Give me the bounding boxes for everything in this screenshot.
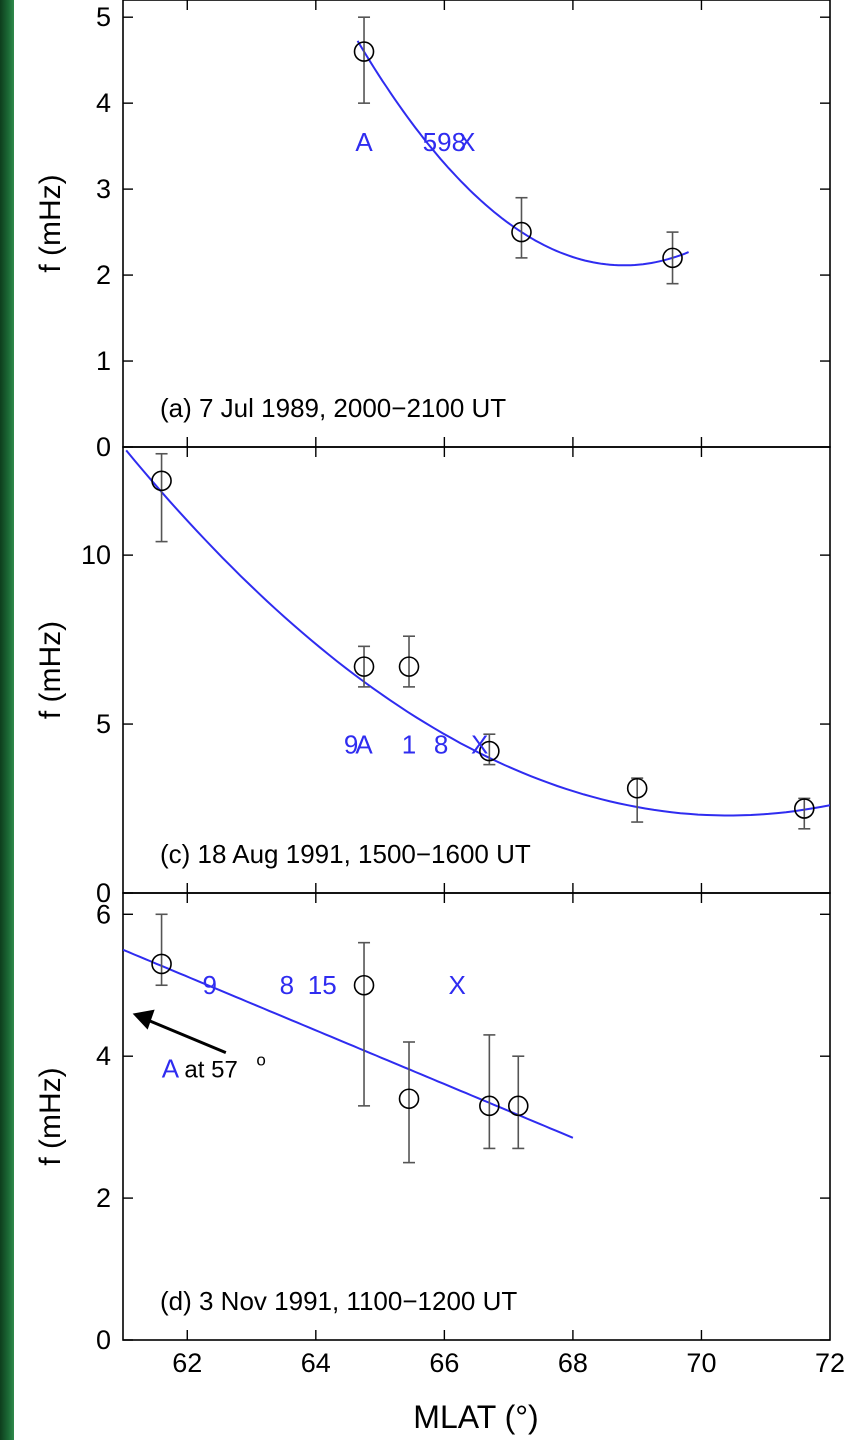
y-axis-label: f (mHz): [34, 621, 67, 719]
fit-curve: [356, 40, 689, 267]
x-tick-label: 64: [301, 1348, 331, 1378]
y-tick-label: 10: [81, 540, 111, 570]
station-label: 9: [203, 970, 217, 1000]
y-tick-label: 0: [96, 432, 111, 462]
data-point: [511, 221, 532, 243]
annotation-degree: o: [256, 1050, 265, 1069]
panel-2: 0 5 10 f (mHz) 9A 1 8 X (c) 18 Aug 1991, 1500−16…: [34, 446, 831, 908]
station-label: 1: [402, 729, 416, 759]
annotation-arrow-head: [132, 1009, 155, 1030]
axes-box: [122, 0, 831, 448]
y-axis-label: f (mHz): [34, 174, 67, 272]
annotation-station: A: [162, 1053, 180, 1083]
y-tick-label: 2: [96, 1183, 111, 1213]
y-tick-label: 0: [96, 878, 111, 908]
panel-label: (a) 7 Jul 1989, 2000−2100 UT: [160, 393, 506, 423]
y-tick-label: 3: [96, 174, 111, 204]
annotation-arrow-shaft: [146, 1018, 227, 1055]
y-tick-label: 0: [96, 1325, 111, 1355]
data-point: [353, 41, 375, 62]
station-label: X: [449, 970, 466, 1000]
fit-curve: [123, 948, 574, 1139]
x-tick-label: 70: [686, 1348, 716, 1378]
y-axis-label: f (mHz): [34, 1067, 67, 1165]
station-label: X: [458, 127, 475, 157]
station-label: A: [355, 127, 373, 157]
data-point: [479, 740, 500, 762]
data-point: [479, 1095, 500, 1117]
station-label: A: [355, 729, 373, 759]
data-point: [398, 656, 420, 677]
x-tick-label: 72: [815, 1348, 845, 1378]
station-label: X: [471, 729, 488, 759]
panel-3: 0 2 4 6 62 64 66 68 70 72 MLAT (°) f (mHz) 9 8 15 X A at …: [34, 892, 845, 1435]
data-point: [151, 953, 172, 975]
data-point: [662, 247, 683, 269]
station-label: 8: [434, 729, 448, 759]
station-label: 8: [280, 970, 294, 1000]
axes-box: [122, 446, 831, 894]
data-point: [398, 1088, 420, 1110]
data-point: [626, 777, 648, 799]
x-tick-label: 62: [172, 1348, 202, 1378]
data-point: [353, 656, 375, 677]
station-label: 9: [344, 729, 358, 759]
x-tick-label: 66: [429, 1348, 459, 1378]
fit-curve: [125, 449, 830, 817]
y-tick-label: 4: [96, 88, 111, 118]
left-color-strip: [0, 0, 14, 1440]
axes-box: [122, 892, 831, 1341]
station-label: 15: [308, 970, 337, 1000]
x-tick-label: 68: [558, 1348, 588, 1378]
panel-label: (c) 18 Aug 1991, 1500−1600 UT: [160, 839, 531, 869]
panel-label: (d) 3 Nov 1991, 1100−1200 UT: [160, 1286, 517, 1316]
y-tick-label: 5: [96, 2, 111, 32]
data-point: [793, 798, 815, 819]
station-label: 598: [423, 127, 466, 157]
y-tick-label: 5: [96, 709, 111, 739]
x-axis-label: MLAT (°): [413, 1399, 538, 1435]
data-point: [353, 974, 375, 996]
data-point: [151, 470, 172, 492]
annotation-text: at 57: [184, 1056, 237, 1083]
y-tick-label: 1: [96, 346, 111, 376]
y-tick-label: 4: [96, 1041, 111, 1071]
y-tick-label: 6: [96, 899, 111, 929]
data-point: [507, 1095, 529, 1117]
y-tick-label: 2: [96, 260, 111, 290]
